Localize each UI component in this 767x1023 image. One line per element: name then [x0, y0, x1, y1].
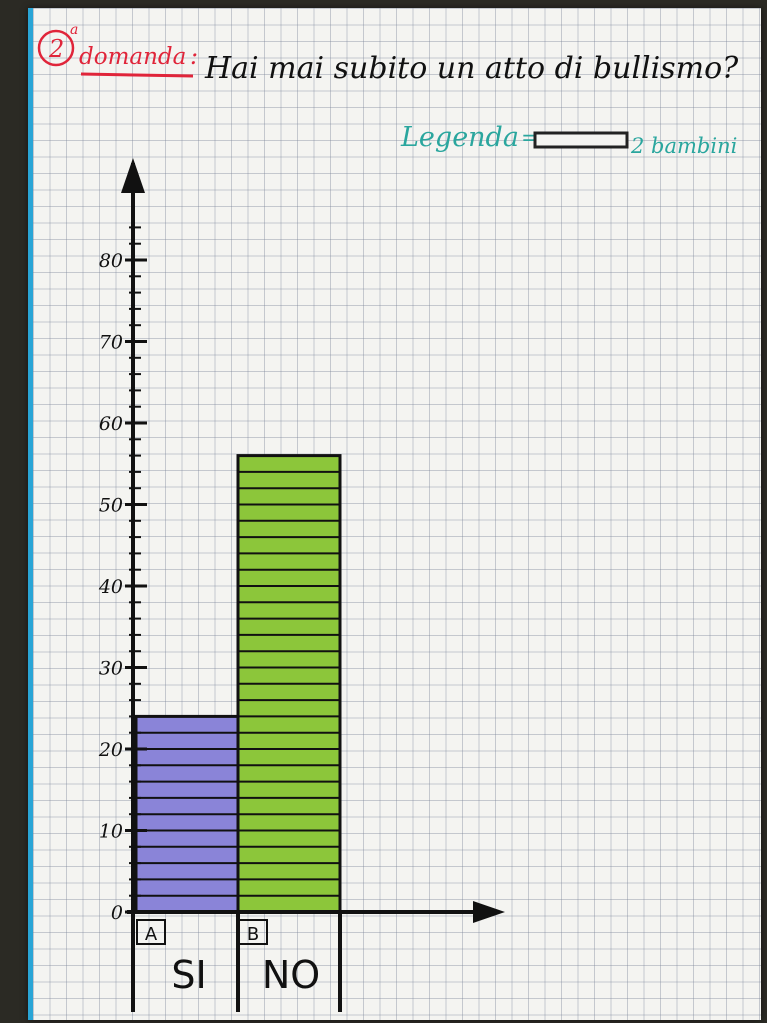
legend-label: Legenda — [400, 122, 519, 153]
question-number-superscript: a — [70, 22, 78, 38]
chart-plot-area: 0 10 20 30 40 50 60 70 80 A SI BNO — [98, 158, 505, 1012]
question-number: 2 — [48, 35, 64, 63]
y-tick-label: 80 — [99, 250, 123, 272]
y-tick-label: 70 — [99, 332, 123, 354]
y-axis-arrow-icon — [121, 158, 145, 193]
y-tick-label: 30 — [99, 658, 123, 680]
category-code-label: A — [145, 924, 158, 945]
legend-swatch — [533, 131, 629, 149]
x-axis-arrow-icon — [473, 901, 505, 923]
category-label: SI — [171, 953, 206, 997]
y-tick-label: 60 — [99, 413, 123, 435]
category-label: NO — [262, 953, 320, 997]
bar-chart: 2 a domanda : Hai mai subito un atto di … — [37, 22, 739, 1012]
domanda-label: domanda — [79, 44, 186, 70]
y-tick-label: 20 — [98, 739, 123, 761]
graph-paper-sheet: 2 a domanda : Hai mai subito un atto di … — [28, 8, 761, 1020]
domanda-colon: : — [190, 42, 198, 70]
y-tick-label: 0 — [111, 902, 123, 924]
question-text: Hai mai subito un atto di bullismo? — [204, 51, 739, 86]
y-tick-label: 40 — [98, 576, 123, 598]
category-code-box — [238, 919, 268, 945]
category-code-box — [136, 919, 166, 945]
question-number-circle — [37, 29, 75, 67]
y-tick-label: 10 — [99, 821, 123, 843]
domanda-underline — [80, 72, 194, 78]
category-code-label: B — [247, 924, 259, 945]
legend-unit-text: 2 bambini — [630, 134, 737, 158]
y-tick-label: 50 — [99, 495, 123, 517]
